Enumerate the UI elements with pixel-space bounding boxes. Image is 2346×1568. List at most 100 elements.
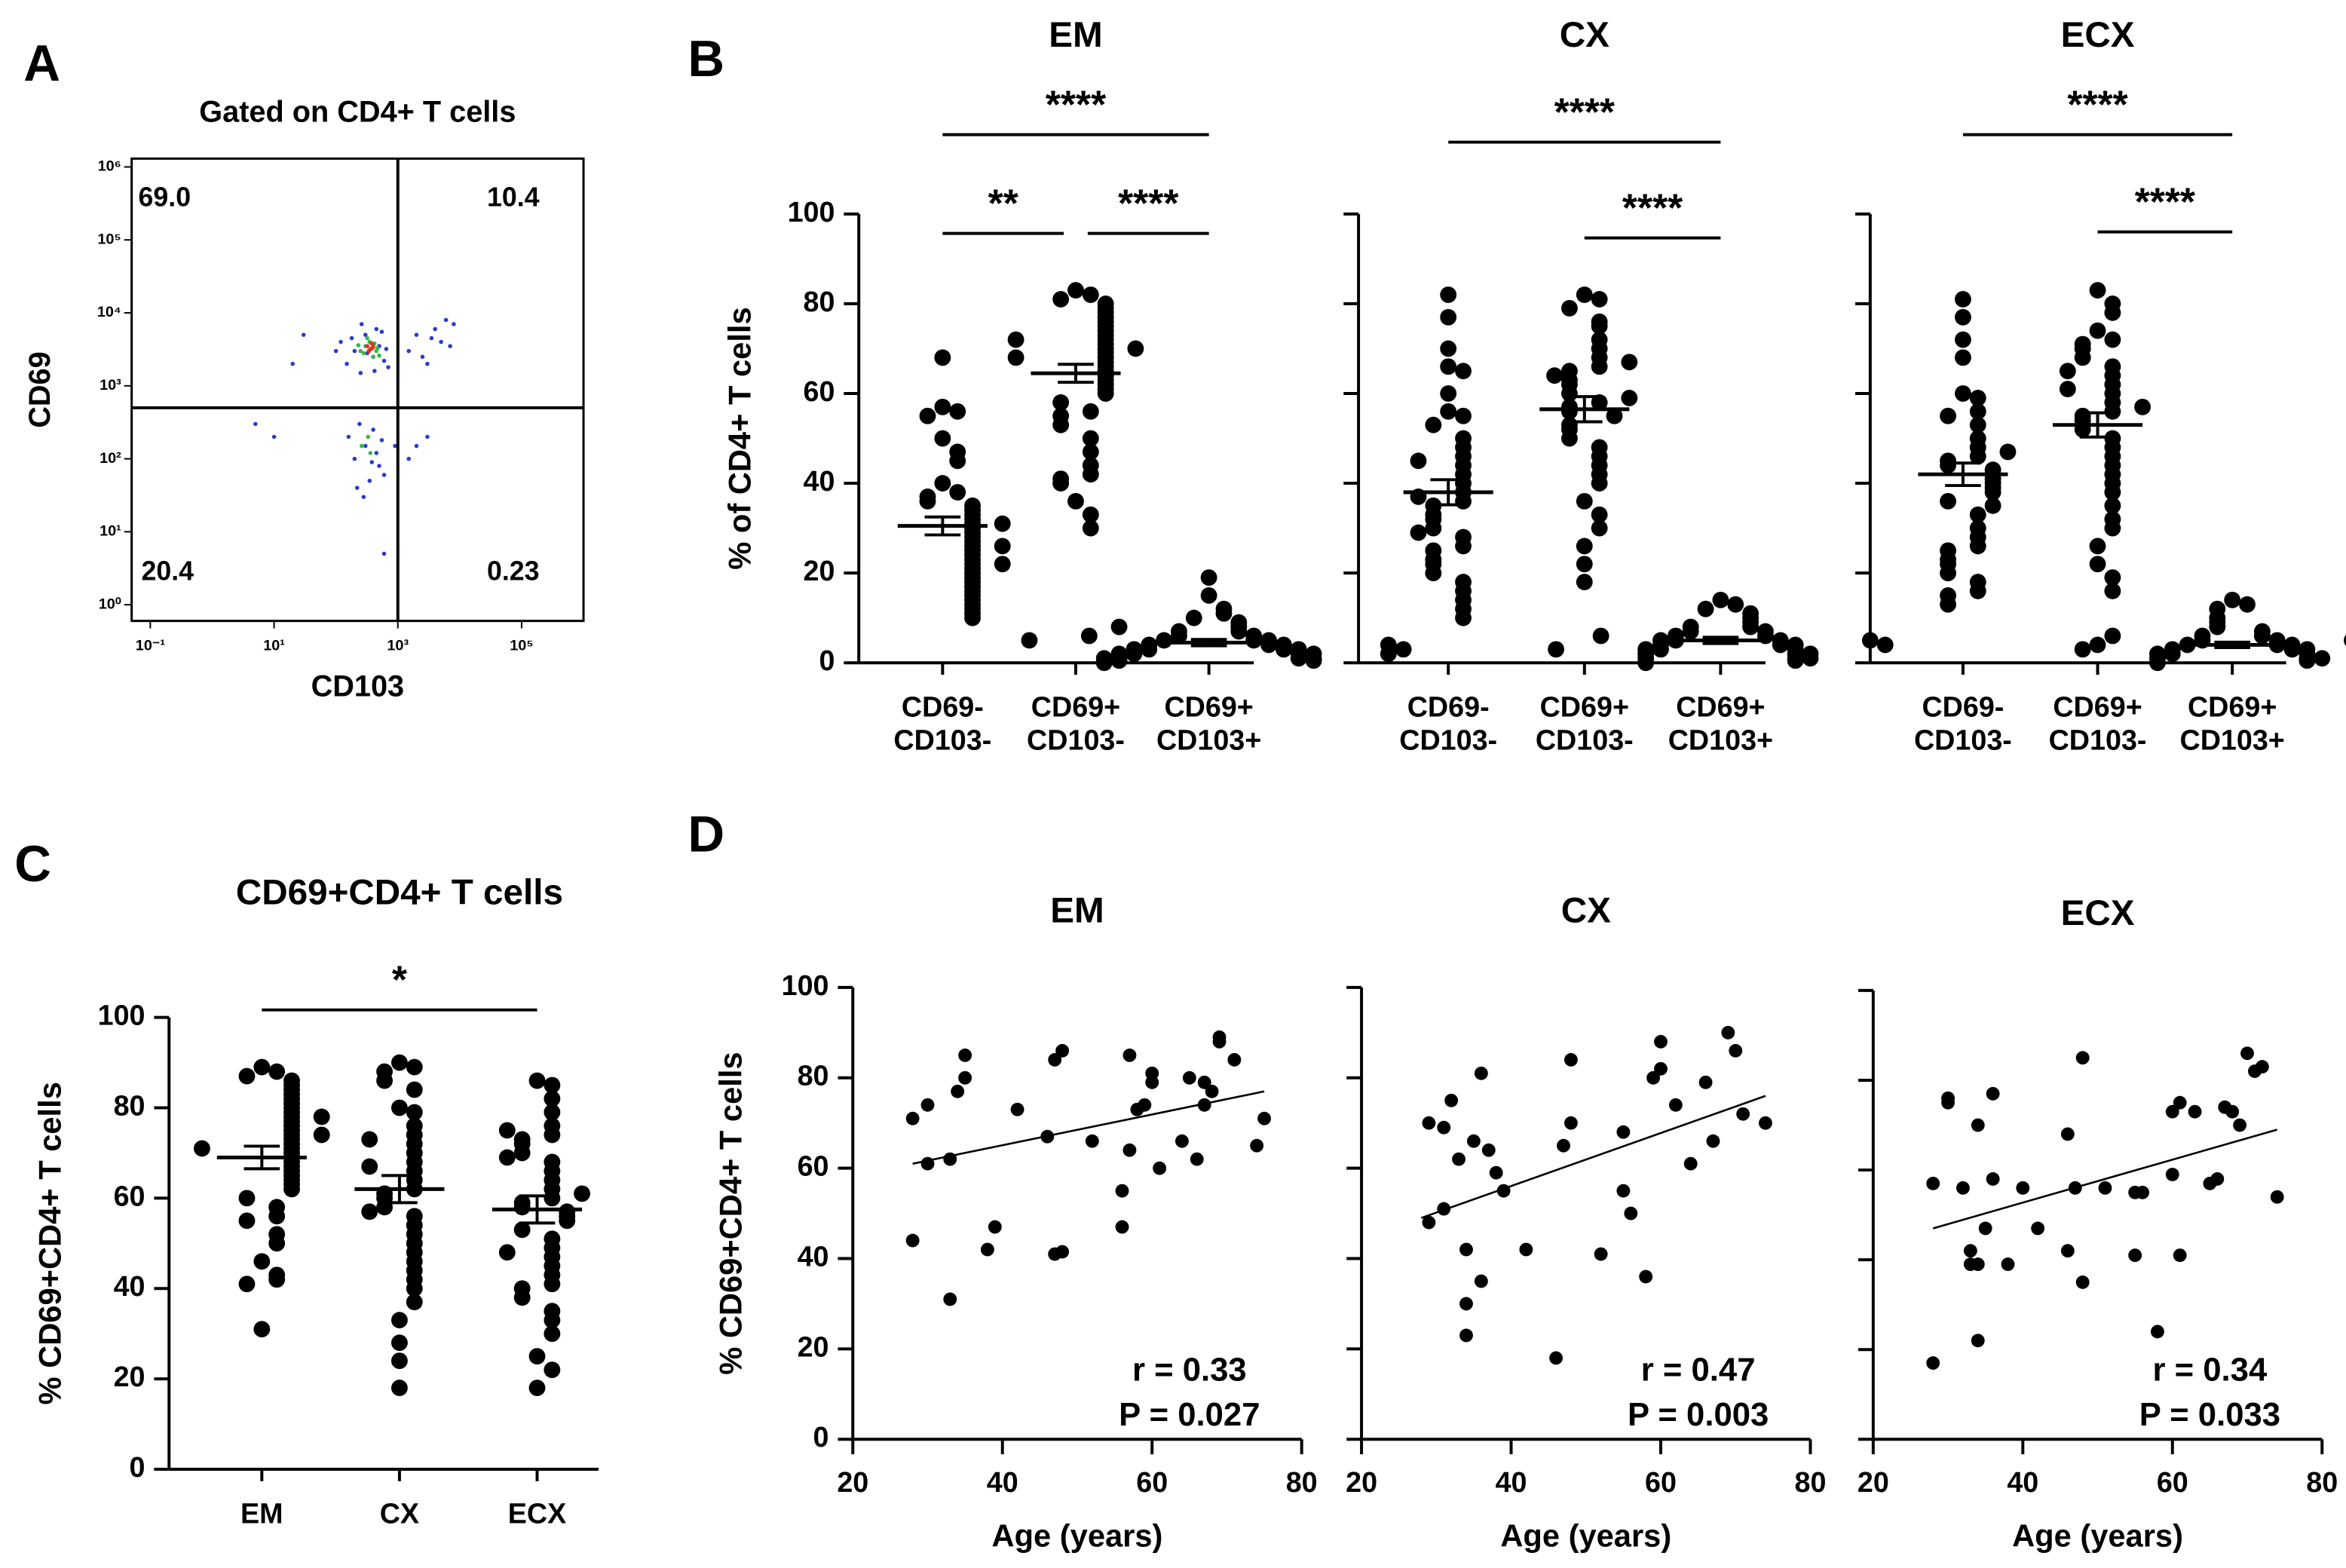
y-tick-label: 10⁶ bbox=[98, 158, 121, 175]
data-dot bbox=[1549, 1351, 1563, 1365]
cell-dot bbox=[301, 332, 306, 337]
data-dot bbox=[1437, 1202, 1451, 1216]
data-dot bbox=[951, 1084, 965, 1098]
data-dot bbox=[1637, 654, 1655, 672]
x-tick-label: 60 bbox=[1645, 1466, 1677, 1498]
data-dot bbox=[1260, 636, 1277, 654]
quadrant-label: 69.0 bbox=[139, 182, 191, 212]
cell-dot bbox=[371, 354, 375, 360]
data-dot bbox=[361, 1158, 378, 1175]
data-dot bbox=[949, 403, 966, 420]
x-tick-label: 40 bbox=[987, 1466, 1018, 1498]
stat-annotation: P = 0.003 bbox=[1628, 1396, 1769, 1433]
data-dot bbox=[994, 537, 1011, 555]
data-dot bbox=[919, 407, 936, 424]
cell-dot bbox=[346, 434, 351, 439]
data-dot bbox=[1956, 1181, 1970, 1195]
data-dot bbox=[1481, 1143, 1496, 1157]
data-dot bbox=[544, 1276, 561, 1293]
data-dot bbox=[1395, 641, 1412, 658]
panel-letter: C bbox=[14, 836, 51, 893]
data-dot bbox=[1455, 537, 1472, 555]
data-dot bbox=[2210, 1172, 2225, 1186]
data-dot bbox=[1085, 1134, 1099, 1148]
data-dot bbox=[1606, 407, 1623, 424]
data-dot bbox=[1563, 1052, 1578, 1067]
data-dot bbox=[988, 1220, 1002, 1234]
data-dot bbox=[1736, 1107, 1750, 1121]
data-dot bbox=[528, 1072, 546, 1089]
data-dot bbox=[1459, 1328, 1473, 1343]
data-dot bbox=[390, 1380, 408, 1397]
cell-dot bbox=[352, 348, 357, 354]
data-dot bbox=[1227, 1052, 1242, 1067]
data-dot bbox=[544, 1325, 561, 1343]
data-dot bbox=[1200, 569, 1217, 586]
data-dot bbox=[390, 1352, 408, 1370]
data-dot bbox=[1082, 466, 1099, 483]
data-dot bbox=[934, 475, 951, 492]
cell-dot bbox=[369, 460, 375, 464]
x-tick-label: CD103- bbox=[2049, 724, 2147, 755]
data-dot bbox=[2165, 1168, 2179, 1181]
data-dot bbox=[1519, 1242, 1533, 1257]
chart-title: EM bbox=[1049, 15, 1102, 55]
y-tick-label: 60 bbox=[804, 375, 835, 407]
data-dot bbox=[2255, 1060, 2269, 1074]
data-dot bbox=[2075, 1051, 2090, 1065]
chart-title: Gated on CD4+ T cells bbox=[199, 95, 516, 128]
data-dot bbox=[1422, 1215, 1436, 1230]
significance-label: ** bbox=[988, 182, 1019, 225]
data-dot bbox=[994, 515, 1011, 532]
data-dot bbox=[2149, 654, 2166, 672]
cell-dot bbox=[365, 344, 369, 348]
data-dot bbox=[1080, 627, 1098, 645]
data-dot bbox=[1115, 1220, 1129, 1234]
data-dot bbox=[513, 1144, 531, 1162]
data-dot bbox=[1007, 349, 1024, 366]
data-dot bbox=[2074, 349, 2091, 366]
data-dot bbox=[919, 492, 936, 510]
data-dot bbox=[1969, 390, 1986, 406]
data-dot bbox=[1110, 652, 1128, 669]
data-dot bbox=[1455, 363, 1472, 380]
data-dot bbox=[1546, 367, 1563, 384]
data-dot bbox=[1230, 623, 1248, 640]
x-tick-label: CD103- bbox=[1914, 724, 2012, 755]
data-dot bbox=[1048, 1052, 1062, 1067]
x-tick-label: 40 bbox=[1496, 1466, 1527, 1498]
data-dot bbox=[559, 1212, 576, 1230]
data-dot bbox=[1963, 1244, 1977, 1258]
data-dot bbox=[1095, 654, 1113, 672]
data-dot bbox=[1984, 497, 2001, 514]
y-tick-label: 60 bbox=[114, 1180, 145, 1211]
data-dot bbox=[1941, 1091, 1956, 1105]
data-dot bbox=[253, 1321, 271, 1338]
x-tick-label: CD103+ bbox=[1668, 724, 1773, 755]
cell-dot bbox=[425, 434, 430, 439]
data-dot bbox=[1067, 492, 1084, 510]
data-dot bbox=[949, 484, 966, 501]
fit-line bbox=[1421, 1095, 1766, 1219]
data-dot bbox=[528, 1380, 546, 1397]
significance-label: **** bbox=[1118, 182, 1179, 225]
data-dot bbox=[2188, 1104, 2202, 1119]
data-dot bbox=[2089, 537, 2106, 555]
cell-dot bbox=[420, 354, 425, 360]
data-dot bbox=[1940, 407, 1956, 424]
data-dot bbox=[905, 1233, 920, 1248]
x-tick-label: 80 bbox=[1286, 1466, 1318, 1498]
data-dot bbox=[1380, 645, 1397, 663]
chart-title: CX bbox=[1561, 890, 1611, 930]
cell-dot bbox=[356, 343, 361, 348]
data-dot bbox=[1215, 605, 1233, 622]
data-dot bbox=[934, 349, 951, 366]
fit-line bbox=[1932, 1129, 2278, 1230]
significance-label: **** bbox=[2067, 83, 2128, 127]
data-dot bbox=[1955, 308, 1971, 326]
data-dot bbox=[1082, 286, 1099, 303]
cell-dot bbox=[371, 345, 375, 350]
data-dot bbox=[1200, 587, 1217, 604]
x-axis-label: CD103 bbox=[311, 669, 405, 703]
y-tick-label: 40 bbox=[114, 1270, 145, 1302]
